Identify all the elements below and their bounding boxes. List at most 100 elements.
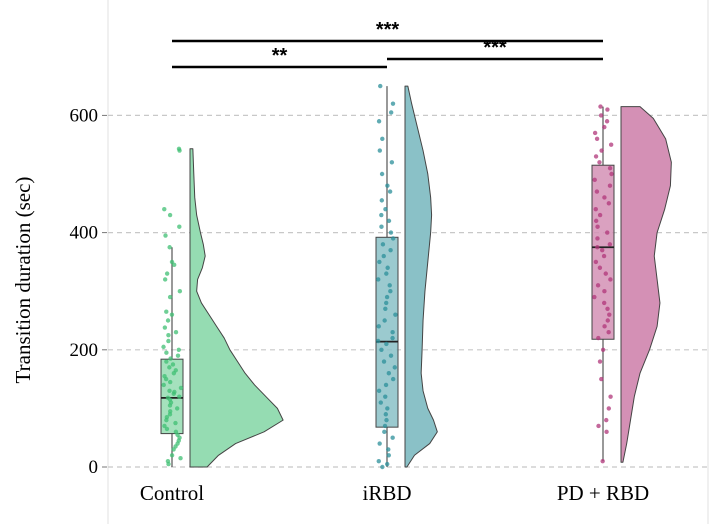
data-point-control <box>177 148 182 153</box>
data-point-irbd <box>388 230 394 235</box>
data-point-pd-rbd <box>594 136 600 142</box>
data-point-irbd <box>384 417 389 423</box>
density-cloud-pd-rbd <box>620 106 672 463</box>
data-point-irbd <box>385 265 390 270</box>
data-point-control <box>171 447 176 452</box>
data-point-irbd <box>376 277 381 282</box>
data-point-control <box>167 245 172 250</box>
data-point-irbd <box>384 300 389 306</box>
data-point-control <box>162 206 167 212</box>
category-label-control: Control <box>140 481 204 505</box>
data-point-irbd <box>378 400 383 405</box>
data-point-control <box>170 362 176 367</box>
data-point-control <box>178 456 183 461</box>
data-point-pd-rbd <box>594 189 600 194</box>
data-point-irbd <box>387 283 392 288</box>
data-point-irbd <box>386 453 391 458</box>
data-point-irbd <box>385 406 390 411</box>
data-point-pd-rbd <box>607 312 612 317</box>
data-point-pd-rbd <box>602 289 607 294</box>
data-point-irbd <box>388 247 393 253</box>
significance-label: ** <box>272 45 288 67</box>
data-point-pd-rbd <box>606 201 612 206</box>
data-point-control <box>176 347 181 352</box>
data-point-control <box>166 461 171 467</box>
data-point-irbd <box>383 412 389 417</box>
data-point-pd-rbd <box>605 318 610 323</box>
data-point-irbd <box>386 447 391 452</box>
data-point-control <box>171 391 176 396</box>
data-point-pd-rbd <box>607 183 613 188</box>
data-point-pd-rbd <box>599 376 604 382</box>
data-point-control <box>166 338 171 344</box>
data-point-irbd <box>379 224 384 229</box>
data-point-pd-rbd <box>600 347 606 352</box>
data-point-irbd <box>378 83 383 89</box>
data-point-control <box>167 212 173 218</box>
data-point-pd-rbd <box>598 104 603 109</box>
data-point-pd-rbd <box>605 306 610 311</box>
data-point-pd-rbd <box>599 148 604 153</box>
category-label-pd-rbd: PD + RBD <box>557 481 649 505</box>
data-point-pd-rbd <box>592 294 597 300</box>
data-point-pd-rbd <box>602 324 607 329</box>
x-axis-categories: Control iRBD PD + RBD <box>140 481 649 505</box>
data-point-irbd <box>376 119 382 124</box>
data-point-control <box>164 350 169 355</box>
data-point-pd-rbd <box>600 458 605 464</box>
data-point-pd-rbd <box>593 154 599 159</box>
data-point-pd-rbd <box>595 245 600 250</box>
data-point-irbd <box>382 423 388 429</box>
data-point-pd-rbd <box>596 335 601 341</box>
data-point-control <box>175 353 181 358</box>
data-point-control <box>163 233 168 238</box>
data-point-control <box>177 224 182 229</box>
data-point-control <box>169 453 175 458</box>
data-point-control <box>178 385 184 391</box>
data-point-pd-rbd <box>592 177 597 183</box>
data-point-control <box>162 325 168 330</box>
y-axis-ticks: 0 200 400 600 <box>70 105 107 478</box>
data-point-control <box>164 417 169 423</box>
data-point-irbd <box>392 365 397 370</box>
y-tick-label: 600 <box>70 105 99 126</box>
data-point-irbd <box>390 335 395 341</box>
data-point-pd-rbd <box>608 394 613 399</box>
data-point-pd-rbd <box>607 242 613 247</box>
data-point-pd-rbd <box>596 423 601 429</box>
data-point-control <box>173 420 178 426</box>
data-point-irbd <box>376 458 381 464</box>
y-axis-title: Transition duration (sec) <box>11 177 35 384</box>
data-point-pd-rbd <box>606 330 611 335</box>
data-point-control <box>163 376 169 382</box>
data-point-irbd <box>379 347 384 352</box>
data-point-control <box>168 356 173 361</box>
y-tick-label: 400 <box>70 223 99 244</box>
data-point-irbd <box>386 218 392 224</box>
data-point-irbd <box>390 330 395 335</box>
data-point-irbd <box>380 136 385 142</box>
data-point-control <box>171 371 177 376</box>
data-point-pd-rbd <box>595 224 600 229</box>
data-point-control <box>177 394 182 399</box>
data-point-irbd <box>389 160 395 165</box>
data-point-irbd <box>379 171 385 177</box>
density-clouds <box>189 85 672 468</box>
data-point-irbd <box>379 198 385 203</box>
data-point-control <box>171 262 177 268</box>
data-point-irbd <box>393 312 398 317</box>
data-point-irbd <box>382 429 387 435</box>
data-point-control <box>162 277 168 282</box>
data-point-control <box>177 289 183 294</box>
data-point-irbd <box>384 271 389 276</box>
data-point-irbd <box>387 189 393 194</box>
y-tick-label: 0 <box>89 457 99 478</box>
data-point-pd-rbd <box>597 160 602 165</box>
data-point-control <box>167 365 172 370</box>
data-point-irbd <box>376 324 381 329</box>
data-point-pd-rbd <box>606 406 612 411</box>
data-point-irbd <box>388 289 393 294</box>
data-point-irbd <box>383 382 389 388</box>
data-point-irbd <box>377 441 382 446</box>
